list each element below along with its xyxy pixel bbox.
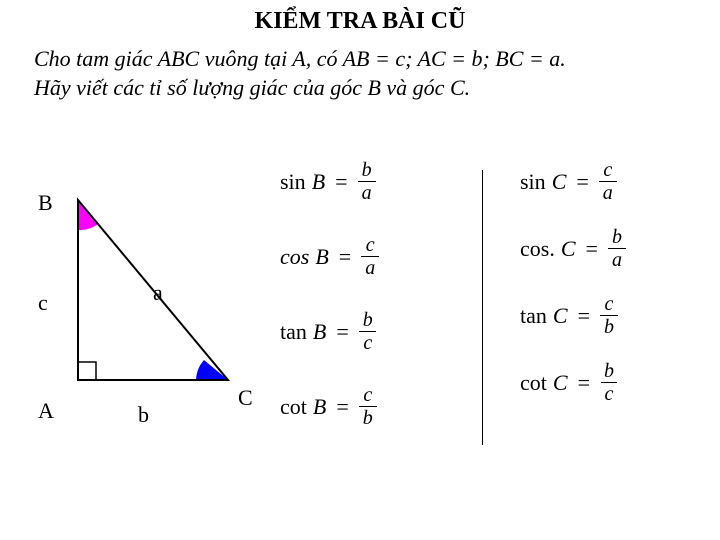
problem-line-1: Cho tam giác ABC vuông tại A, có AB = c;… <box>34 46 566 71</box>
denominator: b <box>359 406 377 428</box>
equals-sign: = <box>335 169 347 195</box>
formula-cos-C: cos.C = ba <box>520 227 700 270</box>
vertex-label-c: C <box>238 385 253 411</box>
problem-line-2: Hãy viết các tỉ số lượng giác của góc B … <box>34 75 470 100</box>
function-arg: B <box>315 244 328 270</box>
fraction: ca <box>361 235 379 278</box>
fraction: ca <box>599 160 617 203</box>
function-name: cot <box>520 370 547 396</box>
formula-sin-B: sin B = ba <box>280 160 470 203</box>
numerator: b <box>358 160 376 181</box>
numerator: c <box>601 294 618 315</box>
function-name: cos <box>280 244 309 270</box>
equals-sign: = <box>339 244 351 270</box>
numerator: b <box>600 361 618 382</box>
fraction: bc <box>600 361 618 404</box>
formula-cot-C: cot C = bc <box>520 361 700 404</box>
formulas-column-c: sin C=cacos.C=batan C=cbcot C=bc <box>520 160 700 404</box>
fraction: ba <box>608 227 626 270</box>
function-name: tan <box>280 319 307 345</box>
page-title: KIỂM TRA BÀI CŨ <box>0 0 720 35</box>
equals-sign: = <box>336 394 348 420</box>
side-label-b: b <box>138 402 149 428</box>
numerator: c <box>362 235 379 256</box>
denominator: c <box>359 331 376 353</box>
denominator: a <box>361 256 379 278</box>
function-arg: B <box>313 319 326 345</box>
column-divider <box>482 170 483 445</box>
formula-tan-B: tan B = bc <box>280 310 470 353</box>
function-arg: B <box>312 169 325 195</box>
content-area: B c a A b C sin B=bacos B=catan B=bccot … <box>0 160 720 520</box>
function-name: tan <box>520 303 547 329</box>
fraction: cb <box>600 294 618 337</box>
function-name: cos. <box>520 236 555 262</box>
problem-statement: Cho tam giác ABC vuông tại A, có AB = c;… <box>0 35 720 102</box>
triangle-diagram: B c a A b C <box>38 180 248 440</box>
formula-sin-C: sin C = ca <box>520 160 700 203</box>
numerator: b <box>608 227 626 248</box>
equals-sign: = <box>586 236 598 262</box>
equals-sign: = <box>336 319 348 345</box>
fraction: bc <box>359 310 377 353</box>
fraction: cb <box>359 385 377 428</box>
function-name: cot <box>280 394 307 420</box>
triangle-svg <box>38 180 248 420</box>
function-name: sin <box>520 169 546 195</box>
numerator: c <box>599 160 616 181</box>
side-label-c: c <box>38 290 48 316</box>
function-arg: C <box>552 169 567 195</box>
denominator: c <box>601 382 618 404</box>
formulas-column-b: sin B=bacos B=catan B=bccot B=cb <box>280 160 470 428</box>
denominator: b <box>600 315 618 337</box>
side-label-a: a <box>153 280 163 306</box>
formula-cos-B: cos B = ca <box>280 235 470 278</box>
formula-tan-C: tan C = cb <box>520 294 700 337</box>
numerator: c <box>359 385 376 406</box>
numerator: b <box>359 310 377 331</box>
formula-cot-B: cot B = cb <box>280 385 470 428</box>
function-arg: C <box>553 370 568 396</box>
denominator: a <box>358 181 376 203</box>
equals-sign: = <box>578 303 590 329</box>
function-arg: C <box>561 236 576 262</box>
function-arg: C <box>553 303 568 329</box>
denominator: a <box>608 248 626 270</box>
denominator: a <box>599 181 617 203</box>
equals-sign: = <box>576 169 588 195</box>
function-name: sin <box>280 169 306 195</box>
equals-sign: = <box>578 370 590 396</box>
fraction: ba <box>358 160 376 203</box>
function-arg: B <box>313 394 326 420</box>
vertex-label-a: A <box>38 398 54 424</box>
vertex-label-b: B <box>38 190 53 216</box>
